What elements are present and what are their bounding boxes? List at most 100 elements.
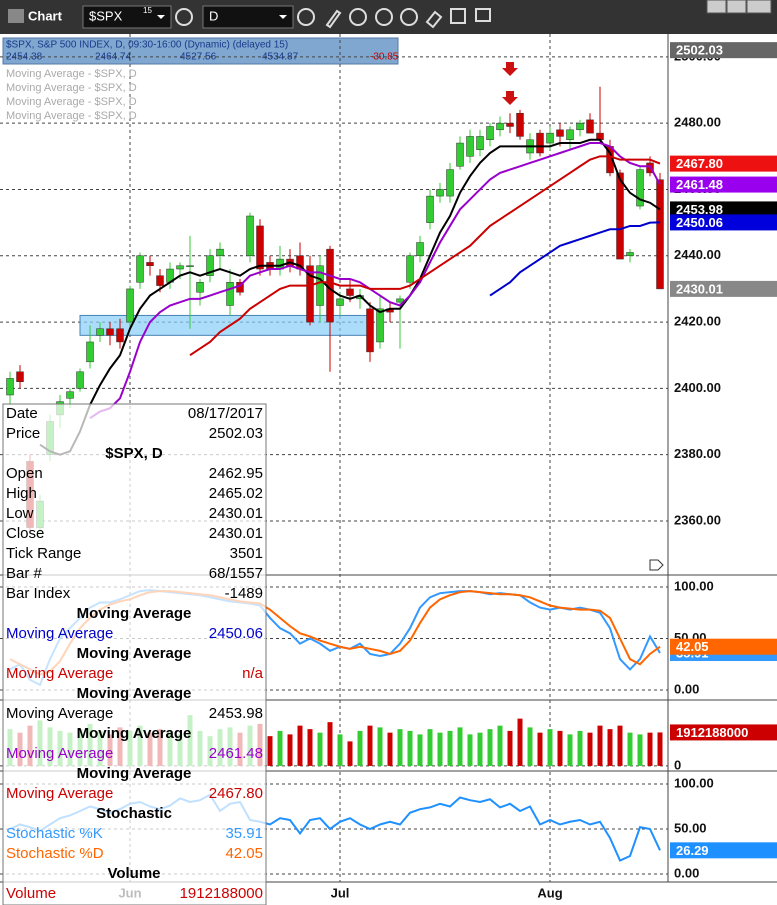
price-marker xyxy=(670,201,777,218)
volume-bar xyxy=(347,741,353,766)
close-button[interactable] xyxy=(746,0,772,14)
price-marker-label: 2450.06 xyxy=(676,215,723,230)
info-value: 2430.01 xyxy=(209,505,263,522)
info-value: 3501 xyxy=(230,545,263,562)
scroll-icon[interactable] xyxy=(649,559,664,571)
volume-bar xyxy=(267,736,273,766)
info-value: 2462.95 xyxy=(209,465,263,482)
restore-button[interactable] xyxy=(726,0,747,14)
symbol-input[interactable] xyxy=(82,5,172,29)
candle-body xyxy=(196,282,204,293)
interval-text: D xyxy=(209,8,218,23)
y-tick-label: 2420.00 xyxy=(674,314,721,329)
refresh-button[interactable] xyxy=(175,8,193,26)
info-value: 08/17/2017 xyxy=(188,405,263,422)
dropdown-arrow xyxy=(157,15,165,19)
candle-body xyxy=(496,122,504,131)
info-label: Moving Average xyxy=(6,665,113,682)
help-button[interactable] xyxy=(706,0,727,14)
play-button[interactable] xyxy=(375,8,393,26)
delay-text: 15 xyxy=(143,6,152,15)
info-label: Date xyxy=(6,405,38,422)
y-tick-label: 2380.00 xyxy=(674,446,721,461)
candle-body xyxy=(156,275,164,286)
volume-bar xyxy=(527,727,533,766)
quote-value: -30.85 xyxy=(370,52,399,63)
volume-bar xyxy=(477,732,483,766)
link-button[interactable] xyxy=(425,10,443,29)
dropdown-arrow xyxy=(279,15,287,19)
volume-bar xyxy=(547,729,553,766)
info-value: 1912188000 xyxy=(180,885,263,902)
alert-button[interactable] xyxy=(400,8,418,26)
legend-entry: Moving Average - $SPX, D xyxy=(6,96,137,108)
info-label: Volume xyxy=(6,885,56,902)
candle-body xyxy=(466,136,474,157)
info-label: Moving Average xyxy=(6,705,113,722)
quote-value: 2464.74 xyxy=(95,52,132,63)
legend-entry: Moving Average - $SPX, D xyxy=(6,68,137,80)
y-tick-label: 0.00 xyxy=(674,865,699,880)
info-value: 2450.06 xyxy=(209,625,263,642)
price-marker-label: 2461.48 xyxy=(676,177,723,192)
info-value: 2502.03 xyxy=(209,425,263,442)
price-marker-label: 26.29 xyxy=(676,843,709,858)
candle-body xyxy=(476,136,484,150)
candle-body xyxy=(256,225,264,270)
y-tick-label: 2360.00 xyxy=(674,512,721,527)
candle-body xyxy=(656,179,664,290)
volume-bar xyxy=(627,732,633,766)
candle-body xyxy=(106,328,114,336)
info-header: Moving Average xyxy=(77,645,192,662)
price-marker xyxy=(670,155,777,172)
legend-entry: Moving Average - $SPX, D xyxy=(6,110,137,122)
candle-body xyxy=(536,132,544,154)
info-value: 2430.01 xyxy=(209,525,263,542)
info-label: Low xyxy=(6,505,34,522)
overlay-layer: Moving Average - $SPX, D Moving Average -… xyxy=(2,40,399,905)
candle-body xyxy=(376,308,384,343)
price-marker-label: 2502.03 xyxy=(676,43,723,58)
info-value: n/a xyxy=(242,665,264,682)
info-label: Stochastic %K xyxy=(6,825,103,842)
candle-body xyxy=(316,265,324,306)
candle-body xyxy=(176,265,184,270)
volume-bar xyxy=(387,732,393,766)
options-button[interactable] xyxy=(450,8,466,24)
moving-average-line xyxy=(489,221,661,297)
study-button[interactable] xyxy=(349,8,367,26)
info-header: $SPX, D xyxy=(105,445,163,462)
y-tick-label: 100.00 xyxy=(674,775,714,790)
candle-body xyxy=(336,298,344,306)
volume-bar xyxy=(437,732,443,766)
draw-button[interactable] xyxy=(325,9,342,29)
price-marker xyxy=(670,638,777,655)
interval-input[interactable] xyxy=(202,5,294,29)
info-label: Open xyxy=(6,465,43,482)
clock-button[interactable] xyxy=(297,8,315,26)
y-tick-label: 2480.00 xyxy=(674,115,721,130)
candle-body xyxy=(96,328,104,336)
axis-layer: JunJulAug2360.002380.002400.002420.00244… xyxy=(0,34,777,900)
note-button[interactable] xyxy=(475,8,491,22)
candle-body xyxy=(516,112,524,137)
candle-body xyxy=(396,298,404,303)
volume-bar xyxy=(447,730,453,766)
candle-body xyxy=(436,189,444,197)
volume-bar xyxy=(557,730,563,766)
price-marker xyxy=(670,214,777,231)
candle-body xyxy=(86,341,94,363)
info-label: Bar # xyxy=(6,565,43,582)
candle-body xyxy=(186,265,194,267)
volume-bar xyxy=(377,727,383,766)
candle-body xyxy=(576,122,584,131)
volume-bar xyxy=(307,729,313,766)
candle-body xyxy=(446,169,454,197)
moving-average-line xyxy=(89,142,661,420)
candle-body xyxy=(616,172,624,260)
volume-bar xyxy=(417,734,423,766)
volume-bar xyxy=(487,729,493,766)
y-tick-label: 0 xyxy=(674,757,681,772)
volume-bar xyxy=(647,732,653,766)
